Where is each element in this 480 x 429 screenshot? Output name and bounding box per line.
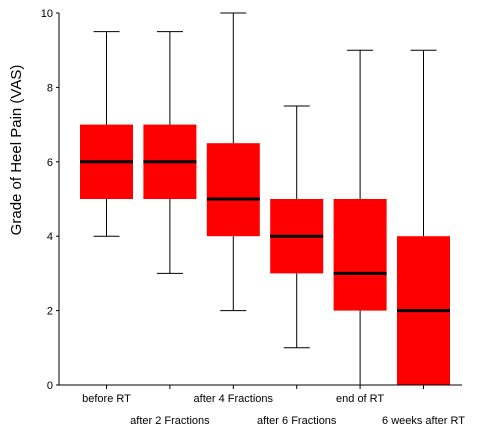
x-category-label: end of RT xyxy=(336,393,384,405)
y-tick-label: 6 xyxy=(47,157,53,169)
x-category-label: before RT xyxy=(82,393,131,405)
y-tick-label: 4 xyxy=(47,231,53,243)
box-5 xyxy=(333,49,387,389)
x-axis-category-labels: before RT after 2 Fractions after 4 Fracti… xyxy=(82,393,465,427)
x-category-label: after 2 Fractions xyxy=(130,415,210,427)
x-category-label: 6 weeks after RT xyxy=(382,415,465,427)
y-axis-ticks: 0 2 4 6 8 10 xyxy=(41,8,59,392)
box-3 xyxy=(206,12,260,389)
x-category-label: after 6 Fractions xyxy=(257,415,337,427)
y-tick-label: 2 xyxy=(47,306,53,318)
y-tick-label: 10 xyxy=(41,8,53,20)
box-2 xyxy=(143,31,197,389)
x-category-label: after 4 Fractions xyxy=(194,393,274,405)
box-1 xyxy=(80,31,133,389)
box-4 xyxy=(270,105,324,389)
y-tick-label: 0 xyxy=(47,380,53,392)
iqr-box xyxy=(333,199,387,311)
y-axis-label: Grade of Heel Pain (VAS) xyxy=(8,65,25,236)
boxes-group xyxy=(80,12,450,389)
box-6 xyxy=(397,49,450,389)
iqr-box xyxy=(206,143,260,237)
y-tick-label: 8 xyxy=(47,82,53,94)
